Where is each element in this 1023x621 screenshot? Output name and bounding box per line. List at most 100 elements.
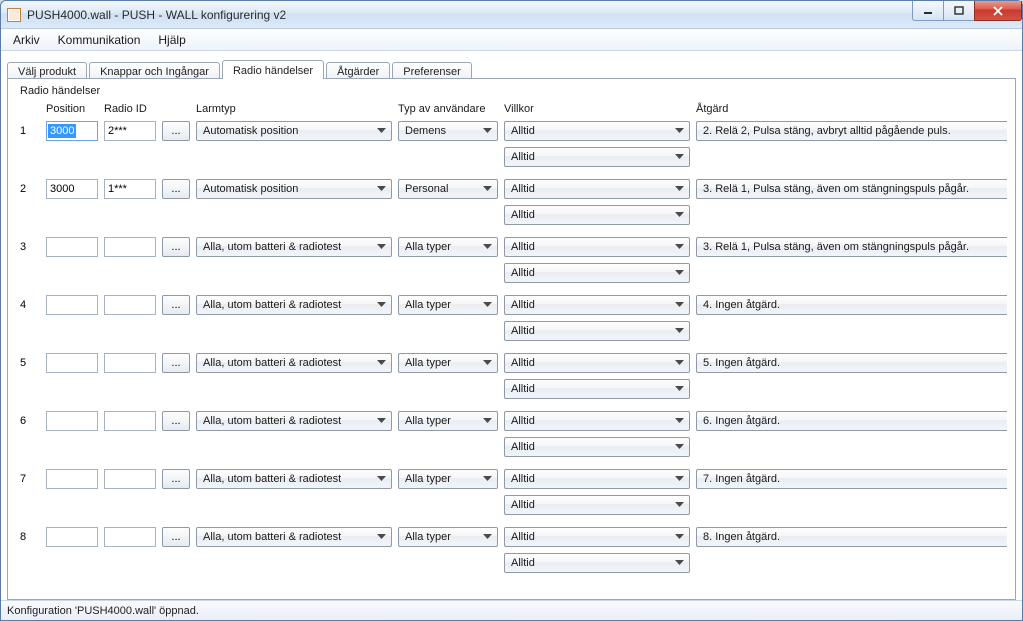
- villkor2-combo[interactable]: Alltid: [504, 379, 690, 399]
- usertype-combo-label: Demens: [405, 125, 480, 137]
- villkor1-combo[interactable]: Alltid: [504, 411, 690, 431]
- atgard-combo-label: 3. Relä 1, Pulsa stäng, även om stängnin…: [703, 183, 1004, 195]
- atgard-combo[interactable]: 7. Ingen åtgärd.: [696, 469, 1007, 489]
- larmtyp-combo[interactable]: Alla, utom batteri & radiotest: [196, 237, 392, 257]
- radio-id-browse-button[interactable]: ...: [162, 353, 190, 373]
- position-input[interactable]: [46, 527, 98, 547]
- radio-id-input[interactable]: [104, 121, 156, 141]
- atgard-combo[interactable]: 6. Ingen åtgärd.: [696, 411, 1007, 431]
- row-number: 2: [16, 183, 40, 195]
- radio-id-browse-button[interactable]: ...: [162, 469, 190, 489]
- villkor1-combo[interactable]: Alltid: [504, 121, 690, 141]
- villkor1-combo[interactable]: Alltid: [504, 295, 690, 315]
- position-input[interactable]: [46, 353, 98, 373]
- radio-id-input[interactable]: [104, 237, 156, 257]
- close-button[interactable]: [974, 1, 1022, 21]
- larmtyp-combo[interactable]: Automatisk position: [196, 179, 392, 199]
- radio-id-input[interactable]: [104, 179, 156, 199]
- usertype-combo[interactable]: Alla typer: [398, 353, 498, 373]
- header-typ-av-anvandare: Typ av användare: [398, 103, 498, 115]
- villkor2-combo[interactable]: Alltid: [504, 553, 690, 573]
- radio-id-browse-button[interactable]: ...: [162, 237, 190, 257]
- position-input[interactable]: [46, 179, 98, 199]
- chevron-down-icon: [374, 413, 389, 429]
- menu-kommunikation[interactable]: Kommunikation: [50, 31, 149, 49]
- villkor1-combo[interactable]: Alltid: [504, 527, 690, 547]
- usertype-combo-label: Alla typer: [405, 357, 480, 369]
- usertype-combo[interactable]: Alla typer: [398, 469, 498, 489]
- radio-id-input[interactable]: [104, 353, 156, 373]
- usertype-combo[interactable]: Alla typer: [398, 527, 498, 547]
- atgard-combo[interactable]: 3. Relä 1, Pulsa stäng, även om stängnin…: [696, 179, 1007, 199]
- header-larmtyp: Larmtyp: [196, 103, 392, 115]
- chevron-down-icon: [672, 413, 687, 429]
- maximize-button[interactable]: [943, 1, 975, 21]
- larmtyp-combo[interactable]: Alla, utom batteri & radiotest: [196, 469, 392, 489]
- minimize-button[interactable]: [912, 1, 944, 21]
- atgard-combo[interactable]: 5. Ingen åtgärd.: [696, 353, 1007, 373]
- position-input[interactable]: 3000: [46, 121, 98, 141]
- radio-id-browse-button[interactable]: ...: [162, 527, 190, 547]
- atgard-combo[interactable]: 8. Ingen åtgärd.: [696, 527, 1007, 547]
- radio-id-input[interactable]: [104, 295, 156, 315]
- usertype-combo-label: Alla typer: [405, 241, 480, 253]
- chevron-down-icon: [480, 471, 495, 487]
- larmtyp-combo[interactable]: Automatisk position: [196, 121, 392, 141]
- villkor2-combo-label: Alltid: [511, 325, 672, 337]
- column-headers: Position Radio ID Larmtyp Typ av använda…: [16, 103, 1007, 115]
- radio-id-input[interactable]: [104, 527, 156, 547]
- radio-id-input[interactable]: [104, 411, 156, 431]
- larmtyp-combo[interactable]: Alla, utom batteri & radiotest: [196, 353, 392, 373]
- chevron-down-icon: [480, 239, 495, 255]
- atgard-combo-label: 7. Ingen åtgärd.: [703, 473, 1004, 485]
- event-row: 3...Alla, utom batteri & radiotestAlla t…: [16, 237, 1007, 283]
- usertype-combo[interactable]: Alla typer: [398, 237, 498, 257]
- usertype-combo[interactable]: Demens: [398, 121, 498, 141]
- menu-arkiv[interactable]: Arkiv: [5, 31, 48, 49]
- chevron-down-icon: [374, 297, 389, 313]
- client-area: Välj produkt Knappar och Ingångar Radio …: [1, 51, 1022, 600]
- villkor2-combo[interactable]: Alltid: [504, 495, 690, 515]
- atgard-combo[interactable]: 2. Relä 2, Pulsa stäng, avbryt alltid på…: [696, 121, 1007, 141]
- usertype-combo[interactable]: Alla typer: [398, 295, 498, 315]
- chevron-down-icon: [672, 207, 687, 223]
- villkor2-combo[interactable]: Alltid: [504, 263, 690, 283]
- radio-id-browse-button[interactable]: ...: [162, 121, 190, 141]
- usertype-combo-label: Alla typer: [405, 299, 480, 311]
- usertype-combo[interactable]: Personal: [398, 179, 498, 199]
- larmtyp-combo-label: Alla, utom batteri & radiotest: [203, 299, 374, 311]
- larmtyp-combo[interactable]: Alla, utom batteri & radiotest: [196, 411, 392, 431]
- larmtyp-combo[interactable]: Alla, utom batteri & radiotest: [196, 527, 392, 547]
- chevron-down-icon: [672, 471, 687, 487]
- titlebar[interactable]: PUSH4000.wall - PUSH - WALL konfigurerin…: [1, 1, 1022, 29]
- radio-id-input[interactable]: [104, 469, 156, 489]
- event-row: 13000...Automatisk positionDemensAlltid2…: [16, 121, 1007, 167]
- position-input[interactable]: [46, 237, 98, 257]
- usertype-combo-label: Alla typer: [405, 415, 480, 427]
- menu-hjalp[interactable]: Hjälp: [150, 31, 193, 49]
- atgard-combo[interactable]: 4. Ingen åtgärd.: [696, 295, 1007, 315]
- villkor2-combo[interactable]: Alltid: [504, 437, 690, 457]
- villkor1-combo[interactable]: Alltid: [504, 469, 690, 489]
- header-atgard: Åtgärd: [696, 103, 1022, 115]
- villkor2-combo[interactable]: Alltid: [504, 205, 690, 225]
- villkor1-combo[interactable]: Alltid: [504, 353, 690, 373]
- radio-id-browse-button[interactable]: ...: [162, 411, 190, 431]
- position-input[interactable]: [46, 469, 98, 489]
- villkor1-combo[interactable]: Alltid: [504, 237, 690, 257]
- villkor1-combo-label: Alltid: [511, 183, 672, 195]
- villkor2-combo[interactable]: Alltid: [504, 321, 690, 341]
- villkor2-combo[interactable]: Alltid: [504, 147, 690, 167]
- radio-id-browse-button[interactable]: ...: [162, 295, 190, 315]
- chevron-down-icon: [374, 181, 389, 197]
- larmtyp-combo[interactable]: Alla, utom batteri & radiotest: [196, 295, 392, 315]
- atgard-combo[interactable]: 3. Relä 1, Pulsa stäng, även om stängnin…: [696, 237, 1007, 257]
- position-input[interactable]: [46, 411, 98, 431]
- tab-radio-handelser[interactable]: Radio händelser: [222, 60, 324, 79]
- villkor1-combo[interactable]: Alltid: [504, 179, 690, 199]
- chevron-down-icon: [1004, 413, 1007, 429]
- position-input[interactable]: [46, 295, 98, 315]
- usertype-combo[interactable]: Alla typer: [398, 411, 498, 431]
- radio-id-browse-button[interactable]: ...: [162, 179, 190, 199]
- event-row: 7...Alla, utom batteri & radiotestAlla t…: [16, 469, 1007, 515]
